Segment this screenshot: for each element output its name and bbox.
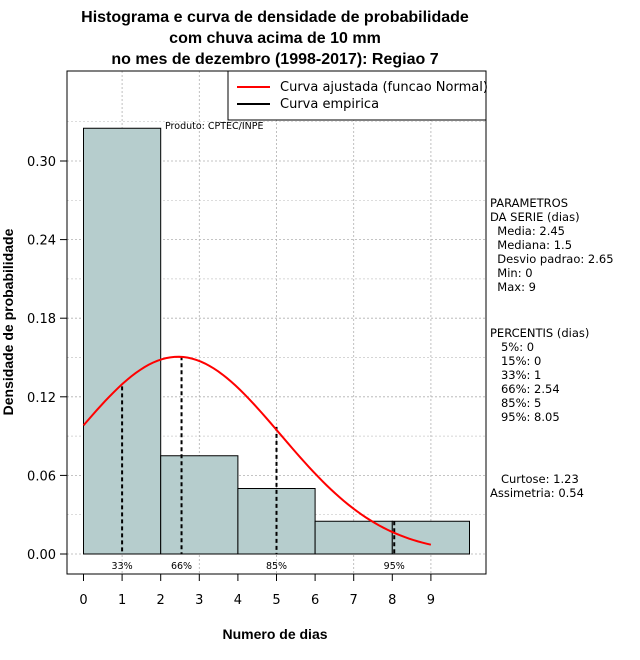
percentis-line: 5%: 0	[490, 340, 534, 354]
y-axis-label: Densidade de probabilidade	[0, 228, 16, 415]
x-tick-label: 4	[234, 593, 242, 608]
percentile-lines: 33% 66% 85% 95%	[112, 356, 405, 572]
y-tick-label: 0.12	[27, 391, 56, 406]
title-line-2: com chuva acima de 10 mm	[169, 30, 381, 47]
percentis-block: PERCENTIS (dias) 5%: 0 15%: 0 33%: 1 66%…	[490, 326, 589, 424]
x-tick-label: 3	[195, 593, 203, 608]
title-line-1: Histograma e curva de densidade de proba…	[81, 9, 469, 26]
params-line: Mediana: 1.5	[490, 238, 572, 252]
percentile-label: 95%	[384, 561, 405, 572]
y-tick-label: 0.00	[27, 548, 56, 563]
x-tick-label: 2	[157, 593, 165, 608]
y-tick-label: 0.24	[27, 234, 56, 249]
shape-block: Curtose: 1.23 Assimetria: 0.54	[490, 472, 584, 500]
histogram-bar	[83, 127, 162, 555]
percentile-label: 85%	[266, 561, 287, 572]
skewness-line: Assimetria: 0.54	[490, 486, 584, 500]
normal-fit-curve	[82, 355, 432, 546]
y-tick-label: 0.06	[27, 469, 56, 484]
params-line: DA SERIE (dias)	[490, 210, 580, 224]
x-tick-label: 5	[272, 593, 280, 608]
y-tick-label: 0.18	[27, 312, 56, 327]
params-line: Media: 2.45	[490, 224, 565, 238]
params-line: Min: 0	[490, 266, 533, 280]
x-tick-label: 6	[311, 593, 319, 608]
product-label: Produto: CPTEC/INPE	[165, 121, 264, 132]
x-axis-label: Numero de dias	[222, 626, 327, 642]
params-line: PARAMETROS	[490, 196, 568, 210]
kurtosis-line: Curtose: 1.23	[490, 472, 579, 486]
legend-label-normal: Curva ajustada (funcao Normal)	[280, 80, 488, 95]
percentile-label: 66%	[171, 561, 192, 572]
percentile-label: 33%	[112, 561, 133, 572]
legend-label-empirical: Curva empirica	[280, 97, 379, 112]
x-tick-label: 7	[350, 593, 358, 608]
percentis-line: 33%: 1	[490, 368, 541, 382]
params-block: PARAMETROS DA SERIE (dias) Media: 2.45 M…	[490, 196, 614, 294]
y-tick-label: 0.30	[27, 155, 56, 170]
percentis-line: 66%: 2.54	[490, 382, 560, 396]
x-tick-label: 1	[118, 593, 126, 608]
params-line: Desvio padrao: 2.65	[490, 252, 614, 266]
x-tick-label: 0	[79, 593, 87, 608]
histogram-bar	[160, 455, 239, 555]
legend-box	[227, 70, 487, 121]
x-tick-label: 8	[388, 593, 396, 608]
legend: Curva ajustada (funcao Normal) Curva emp…	[227, 70, 488, 121]
params-line: Max: 9	[490, 280, 536, 294]
title-line-3: no mes de dezembro (1998-2017): Regiao 7	[111, 51, 438, 68]
chart-title: Histograma e curva de densidade de proba…	[81, 9, 469, 68]
percentis-line: 85%: 5	[490, 396, 541, 410]
percentis-line: 15%: 0	[490, 354, 541, 368]
axis-ticks: 0.00 0.06 0.12 0.18 0.24 0.30 0 1 2 3 4 5 6 7 8 9	[27, 155, 435, 608]
percentis-line: 95%: 8.05	[490, 410, 560, 424]
x-tick-label: 9	[427, 593, 435, 608]
percentis-line: PERCENTIS (dias)	[490, 326, 589, 340]
